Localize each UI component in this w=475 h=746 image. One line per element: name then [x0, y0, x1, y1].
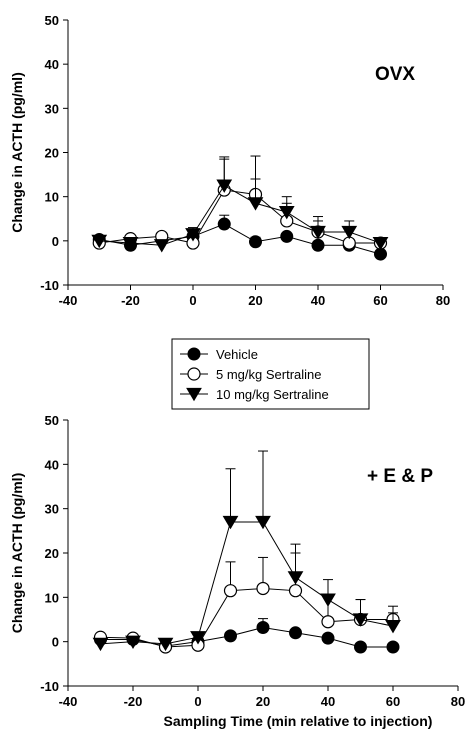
data-point — [354, 640, 367, 654]
y-tick-label: 50 — [45, 13, 59, 28]
x-tick-label: 80 — [451, 694, 465, 709]
x-tick-label: 60 — [373, 293, 387, 308]
series-filled-triangle — [91, 156, 389, 253]
data-point — [278, 206, 295, 220]
data-point — [321, 615, 335, 629]
y-tick-label: 10 — [45, 590, 59, 605]
data-point — [125, 635, 141, 649]
data-point — [222, 515, 239, 530]
data-point — [122, 236, 139, 251]
data-point — [280, 229, 294, 243]
data-point — [320, 593, 336, 607]
data-point — [256, 620, 270, 634]
data-point — [185, 228, 201, 242]
series-line — [100, 521, 394, 645]
series-open-circle — [92, 155, 388, 250]
data-point — [92, 637, 109, 652]
data-point — [321, 631, 335, 645]
data-point — [352, 613, 369, 627]
panel-title: + E & P — [367, 466, 433, 487]
legend: Vehicle 5 mg/kg Sertraline 10 mg/kg Sertra… — [171, 338, 370, 410]
data-point — [249, 235, 262, 249]
data-point — [223, 584, 238, 598]
y-tick-label: 40 — [45, 457, 59, 472]
x-tick-label: -40 — [59, 293, 78, 308]
series-line — [99, 184, 381, 246]
legend-marker — [187, 367, 201, 381]
legend-label: 10 mg/kg Sertraline — [216, 387, 329, 402]
y-axis-label: Change in ACTH (pg/ml) — [9, 72, 25, 232]
y-tick-label: 40 — [45, 57, 59, 72]
x-axis-label: Sampling Time (min relative to injection… — [164, 713, 433, 729]
data-point — [216, 179, 233, 193]
legend-label: Vehicle — [216, 347, 258, 362]
panel-title: OVX — [375, 64, 415, 85]
x-tick-label: 0 — [189, 293, 196, 308]
series-line — [100, 587, 393, 648]
y-tick-label: 0 — [52, 635, 59, 650]
series-open-circle — [93, 552, 400, 654]
y-tick-label: 20 — [45, 546, 59, 561]
panel-e-p: -40 -20 0 20 40 60 80 -10 0 10 20 30 40 50 Change in A… — [9, 413, 465, 729]
data-point — [157, 637, 174, 652]
panel-ovx: -40 -20 0 20 40 60 80 -10 0 10 20 30 40 50 Change in A… — [9, 13, 450, 308]
x-tick-label: -40 — [59, 694, 78, 709]
data-point — [289, 626, 302, 640]
y-tick-label: 0 — [52, 234, 59, 249]
legend-label: 5 mg/kg Sertraline — [216, 367, 322, 382]
series-line — [100, 626, 393, 648]
series-line — [99, 189, 381, 244]
data-point — [310, 225, 326, 240]
y-tick-label: 30 — [45, 101, 59, 116]
y-tick-label: -10 — [40, 278, 59, 293]
y-tick-label: 50 — [45, 413, 59, 428]
legend-marker — [186, 387, 202, 402]
x-tick-label: -20 — [124, 694, 143, 709]
data-point — [385, 620, 401, 634]
x-tick-label: 20 — [248, 293, 262, 308]
x-tick-label: 60 — [386, 694, 400, 709]
data-point — [190, 631, 206, 645]
y-tick-label: 10 — [45, 190, 59, 205]
data-point — [247, 197, 264, 211]
x-tick-label: 40 — [321, 694, 335, 709]
y-tick-label: 20 — [45, 146, 59, 161]
x-tick-label: -20 — [121, 293, 140, 308]
data-point — [386, 640, 400, 654]
x-tick-label: 0 — [194, 694, 201, 709]
series-filled-triangle — [92, 450, 401, 652]
data-point — [217, 217, 231, 231]
y-tick-label: 30 — [45, 502, 59, 517]
data-point — [341, 225, 358, 240]
data-point — [287, 571, 304, 585]
data-point — [153, 239, 170, 253]
y-tick-label: -10 — [40, 679, 59, 694]
data-point — [288, 584, 303, 598]
data-point — [255, 515, 271, 530]
data-point — [311, 238, 325, 252]
x-tick-label: 20 — [256, 694, 270, 709]
y-axis-label: Change in ACTH (pg/ml) — [9, 473, 25, 633]
x-tick-label: 80 — [436, 293, 450, 308]
data-point — [91, 234, 108, 249]
data-point — [224, 629, 237, 643]
data-point — [256, 581, 270, 596]
legend-marker — [187, 347, 201, 361]
x-tick-label: 40 — [311, 293, 325, 308]
data-point — [372, 236, 389, 251]
